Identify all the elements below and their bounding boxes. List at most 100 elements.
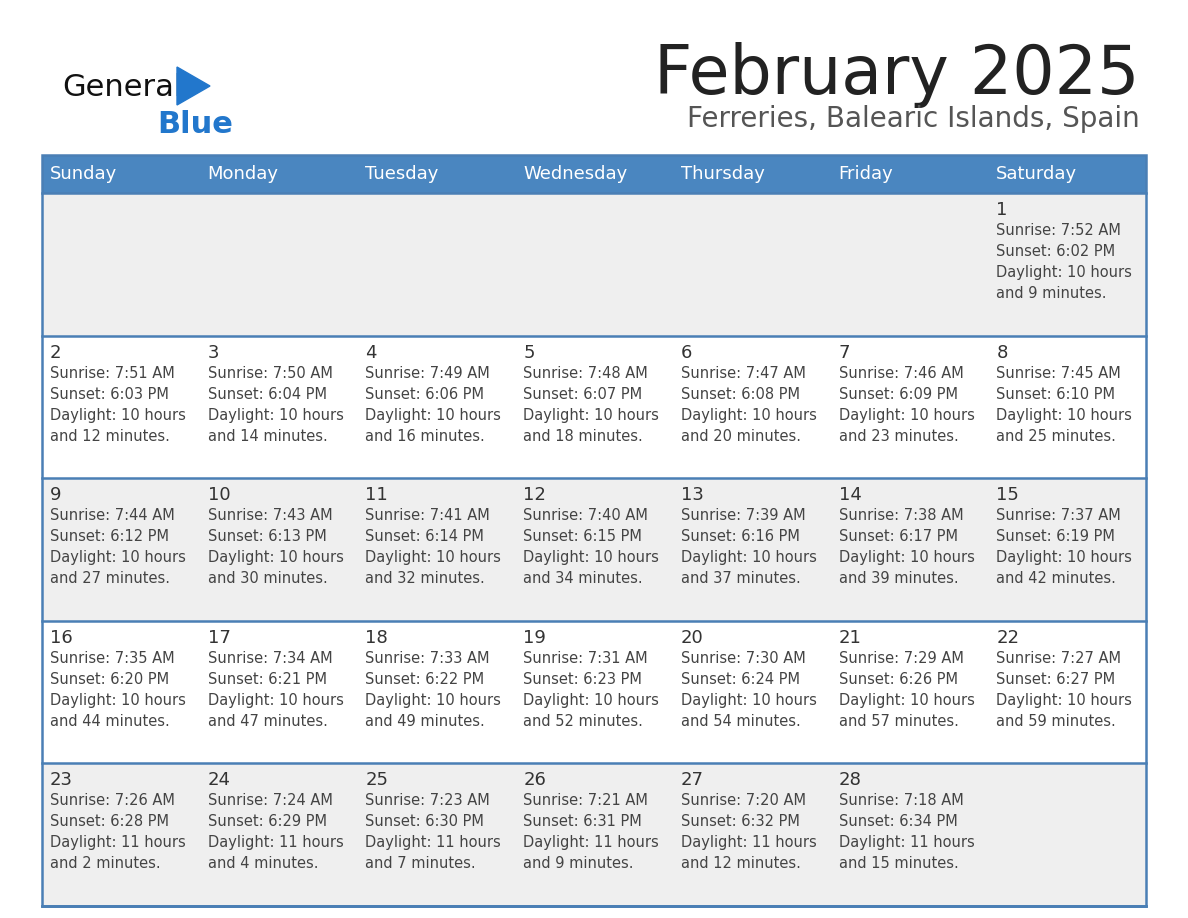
Text: Sunrise: 7:35 AM: Sunrise: 7:35 AM (50, 651, 175, 666)
Text: Sunrise: 7:39 AM: Sunrise: 7:39 AM (681, 509, 805, 523)
Text: Daylight: 11 hours: Daylight: 11 hours (523, 835, 659, 850)
Bar (672, 193, 830, 336)
Text: General: General (62, 73, 183, 102)
Text: Sunset: 6:08 PM: Sunset: 6:08 PM (681, 386, 800, 401)
Text: Sunrise: 7:29 AM: Sunrise: 7:29 AM (839, 651, 963, 666)
Bar (988, 193, 1146, 336)
Text: Sunrise: 7:30 AM: Sunrise: 7:30 AM (681, 651, 805, 666)
Text: Friday: Friday (839, 165, 893, 183)
Text: Sunrise: 7:48 AM: Sunrise: 7:48 AM (523, 365, 647, 381)
Text: and 32 minutes.: and 32 minutes. (366, 571, 485, 587)
Text: Sunset: 6:16 PM: Sunset: 6:16 PM (681, 529, 800, 544)
Text: Sunset: 6:07 PM: Sunset: 6:07 PM (523, 386, 643, 401)
Text: Sunrise: 7:18 AM: Sunrise: 7:18 AM (839, 793, 963, 809)
Text: 7: 7 (839, 343, 851, 362)
Text: 22: 22 (997, 629, 1019, 647)
Bar (200, 155, 358, 193)
Bar (672, 764, 830, 906)
Text: Sunset: 6:29 PM: Sunset: 6:29 PM (208, 814, 327, 829)
Text: Sunset: 6:02 PM: Sunset: 6:02 PM (997, 244, 1116, 259)
Text: and 30 minutes.: and 30 minutes. (208, 571, 328, 587)
Bar (42, 193, 200, 336)
Text: 15: 15 (997, 487, 1019, 504)
Text: Sunrise: 7:50 AM: Sunrise: 7:50 AM (208, 365, 333, 381)
Text: Sunrise: 7:27 AM: Sunrise: 7:27 AM (997, 651, 1121, 666)
Text: Daylight: 10 hours: Daylight: 10 hours (50, 408, 185, 422)
Bar (200, 193, 358, 336)
Bar (358, 621, 516, 764)
Text: Sunrise: 7:23 AM: Sunrise: 7:23 AM (366, 793, 491, 809)
Text: 23: 23 (50, 771, 72, 789)
Bar (988, 764, 1146, 906)
Bar (830, 478, 988, 621)
Bar (42, 478, 200, 621)
Text: and 34 minutes.: and 34 minutes. (523, 571, 643, 587)
Text: Sunrise: 7:26 AM: Sunrise: 7:26 AM (50, 793, 175, 809)
Text: Sunset: 6:03 PM: Sunset: 6:03 PM (50, 386, 169, 401)
Bar (42, 336, 200, 478)
Text: Sunrise: 7:40 AM: Sunrise: 7:40 AM (523, 509, 647, 523)
Text: and 59 minutes.: and 59 minutes. (997, 714, 1116, 729)
Text: Thursday: Thursday (681, 165, 765, 183)
Text: 14: 14 (839, 487, 861, 504)
Text: Daylight: 10 hours: Daylight: 10 hours (208, 408, 343, 422)
Text: Monday: Monday (208, 165, 279, 183)
Bar (516, 155, 672, 193)
Text: Daylight: 10 hours: Daylight: 10 hours (50, 550, 185, 565)
Text: Sunset: 6:09 PM: Sunset: 6:09 PM (839, 386, 958, 401)
Text: Sunset: 6:23 PM: Sunset: 6:23 PM (523, 672, 642, 687)
Bar (516, 478, 672, 621)
Text: 25: 25 (366, 771, 388, 789)
Text: 24: 24 (208, 771, 230, 789)
Text: and 49 minutes.: and 49 minutes. (366, 714, 485, 729)
Bar (42, 621, 200, 764)
Bar (358, 155, 516, 193)
Text: 11: 11 (366, 487, 388, 504)
Bar (358, 478, 516, 621)
Text: Daylight: 10 hours: Daylight: 10 hours (50, 693, 185, 708)
Text: 10: 10 (208, 487, 230, 504)
Text: Sunset: 6:17 PM: Sunset: 6:17 PM (839, 529, 958, 544)
Text: 12: 12 (523, 487, 546, 504)
Text: Sunset: 6:31 PM: Sunset: 6:31 PM (523, 814, 642, 829)
Bar (358, 193, 516, 336)
Text: 20: 20 (681, 629, 703, 647)
Bar (830, 764, 988, 906)
Text: Sunset: 6:32 PM: Sunset: 6:32 PM (681, 814, 800, 829)
Text: 16: 16 (50, 629, 72, 647)
Bar (830, 155, 988, 193)
Text: and 18 minutes.: and 18 minutes. (523, 429, 643, 443)
Text: Saturday: Saturday (997, 165, 1078, 183)
Text: Sunset: 6:34 PM: Sunset: 6:34 PM (839, 814, 958, 829)
Text: 6: 6 (681, 343, 693, 362)
Bar (42, 155, 1146, 906)
Text: Daylight: 10 hours: Daylight: 10 hours (997, 693, 1132, 708)
Text: Sunset: 6:04 PM: Sunset: 6:04 PM (208, 386, 327, 401)
Text: Sunset: 6:12 PM: Sunset: 6:12 PM (50, 529, 169, 544)
Text: Tuesday: Tuesday (366, 165, 438, 183)
Bar (42, 764, 200, 906)
Text: Sunset: 6:20 PM: Sunset: 6:20 PM (50, 672, 169, 687)
Bar (516, 193, 672, 336)
Text: Sunrise: 7:21 AM: Sunrise: 7:21 AM (523, 793, 647, 809)
Polygon shape (177, 67, 210, 105)
Text: 4: 4 (366, 343, 377, 362)
Text: Daylight: 10 hours: Daylight: 10 hours (839, 693, 974, 708)
Text: Daylight: 10 hours: Daylight: 10 hours (366, 693, 501, 708)
Text: Sunrise: 7:41 AM: Sunrise: 7:41 AM (366, 509, 491, 523)
Bar (988, 478, 1146, 621)
Text: and 16 minutes.: and 16 minutes. (366, 429, 485, 443)
Text: Daylight: 10 hours: Daylight: 10 hours (366, 550, 501, 565)
Text: Sunset: 6:10 PM: Sunset: 6:10 PM (997, 386, 1116, 401)
Text: Daylight: 11 hours: Daylight: 11 hours (366, 835, 501, 850)
Text: Sunset: 6:26 PM: Sunset: 6:26 PM (839, 672, 958, 687)
Text: Daylight: 11 hours: Daylight: 11 hours (208, 835, 343, 850)
Bar (988, 155, 1146, 193)
Bar (672, 478, 830, 621)
Bar (200, 621, 358, 764)
Bar (42, 155, 200, 193)
Text: Daylight: 10 hours: Daylight: 10 hours (839, 408, 974, 422)
Bar (830, 621, 988, 764)
Text: Sunrise: 7:33 AM: Sunrise: 7:33 AM (366, 651, 489, 666)
Text: Sunset: 6:13 PM: Sunset: 6:13 PM (208, 529, 327, 544)
